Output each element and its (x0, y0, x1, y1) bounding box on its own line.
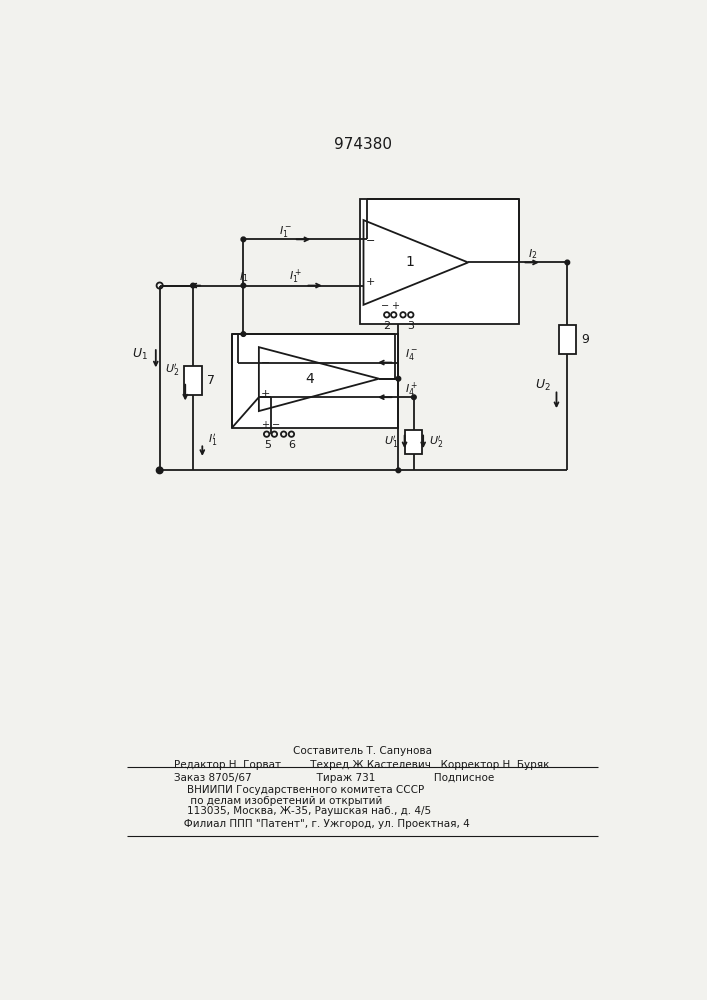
Bar (559, 325, 575, 354)
Text: по делам изобретений и открытий: по делам изобретений и открытий (174, 796, 382, 806)
Bar (232, 334, 398, 428)
Text: 974380: 974380 (334, 137, 392, 152)
Text: ВНИИПИ Государственного комитета СССР: ВНИИПИ Государственного комитета СССР (174, 785, 424, 795)
Circle shape (565, 260, 570, 265)
Circle shape (241, 237, 246, 242)
Circle shape (396, 376, 401, 381)
Text: 7: 7 (207, 374, 215, 387)
Circle shape (411, 395, 416, 400)
Text: 9: 9 (581, 333, 589, 346)
Text: $I_4^+$: $I_4^+$ (404, 380, 418, 399)
Text: 4: 4 (305, 372, 314, 386)
Text: Заказ 8705/67                    Тираж 731                  Подписное: Заказ 8705/67 Тираж 731 Подписное (174, 773, 494, 783)
Text: Составитель Т. Сапунова: Составитель Т. Сапунова (293, 746, 432, 756)
Text: Редактор Н. Горват         Техред Ж.Кастелевич   Корректор Н. Буряк: Редактор Н. Горват Техред Ж.Кастелевич К… (174, 760, 549, 770)
Text: 1: 1 (406, 255, 414, 269)
Text: +: + (261, 420, 269, 430)
Text: $I_4^-$: $I_4^-$ (404, 347, 418, 362)
Text: 6: 6 (288, 440, 295, 450)
Polygon shape (259, 347, 379, 411)
Circle shape (396, 468, 401, 473)
Circle shape (191, 283, 195, 288)
Text: $I_1$: $I_1$ (239, 270, 248, 284)
Polygon shape (363, 220, 468, 305)
Text: $I_1^-$: $I_1^-$ (279, 224, 292, 239)
Text: +: + (391, 301, 399, 311)
Text: −: − (381, 301, 390, 311)
Text: $I_1'$: $I_1'$ (209, 432, 218, 448)
Text: $U_2'$: $U_2'$ (165, 362, 179, 378)
Text: 113035, Москва, Ж-35, Раушская наб., д. 4/5: 113035, Москва, Ж-35, Раушская наб., д. … (174, 806, 431, 816)
Circle shape (241, 332, 246, 336)
Circle shape (158, 468, 162, 473)
Text: $I_2$: $I_2$ (527, 247, 537, 261)
Text: −: − (272, 420, 280, 430)
Text: $U_1$: $U_1$ (132, 347, 148, 362)
Text: +: + (261, 389, 271, 399)
Bar (360, 199, 518, 324)
Text: Филиал ППП "Патент", г. Ужгород, ул. Проектная, 4: Филиал ППП "Патент", г. Ужгород, ул. Про… (174, 819, 469, 829)
Text: $U_2'$: $U_2'$ (429, 434, 444, 450)
Bar (405, 430, 422, 454)
Text: 2: 2 (383, 321, 390, 331)
Circle shape (241, 283, 246, 288)
Text: −: − (366, 236, 375, 246)
Text: 3: 3 (407, 321, 414, 331)
Text: 5: 5 (264, 440, 271, 450)
Text: $I_1^+$: $I_1^+$ (289, 268, 303, 286)
Text: +: + (366, 277, 375, 287)
Text: $U_1'$: $U_1'$ (384, 434, 398, 450)
Text: $U_2$: $U_2$ (534, 378, 550, 393)
Text: −: − (261, 358, 271, 368)
Bar (185, 366, 201, 395)
